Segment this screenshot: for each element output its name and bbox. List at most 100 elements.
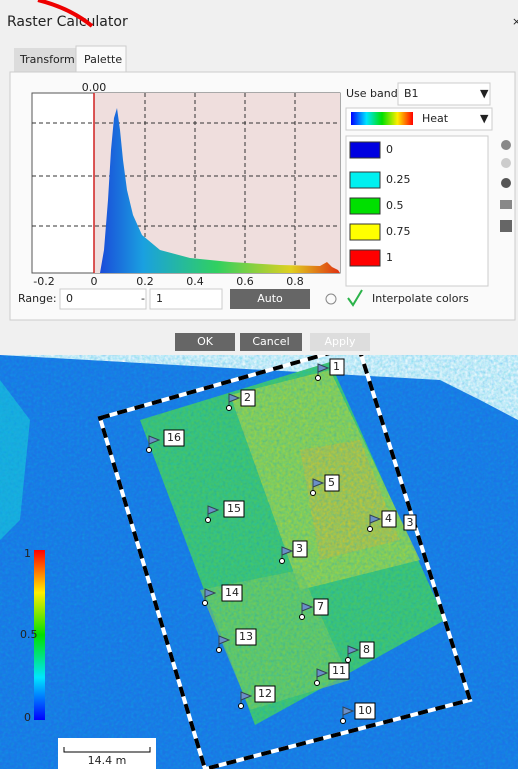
marker-point — [299, 614, 305, 620]
marker-flag — [347, 645, 360, 660]
marker-label: 2 — [244, 391, 251, 404]
label-box — [403, 514, 417, 531]
range-max[interactable] — [149, 288, 223, 310]
save[interactable] — [500, 220, 512, 232]
histogram — [100, 108, 340, 273]
tab-active[interactable] — [75, 45, 127, 73]
band-select[interactable] — [397, 82, 491, 106]
legend-ramp — [34, 550, 45, 720]
apply-button[interactable] — [310, 333, 370, 351]
marker-point — [345, 657, 351, 663]
palette-value[interactable]: 0.75 — [386, 225, 411, 238]
marker-label: 14 — [225, 586, 239, 599]
x-tick-label: 0.2 — [136, 275, 154, 288]
ok-button[interactable] — [175, 333, 235, 351]
boundary — [97, 342, 473, 772]
marker-point — [202, 600, 208, 606]
ok-label[interactable]: OK — [197, 335, 214, 348]
band-label: Use band: — [346, 87, 401, 100]
cancel-button[interactable] — [240, 333, 302, 351]
range-separator: - — [141, 292, 145, 305]
auto-label[interactable]: Auto — [257, 292, 283, 305]
range-min[interactable] — [59, 288, 147, 310]
scale-box — [58, 738, 156, 769]
marker-point — [226, 405, 232, 411]
legend-label: 0 — [24, 711, 31, 724]
marker-label: 15 — [227, 502, 241, 515]
band-value[interactable]: B1 — [404, 87, 419, 100]
ramp-swatch — [351, 112, 413, 125]
marker-box — [163, 429, 185, 447]
palette-swatch[interactable] — [349, 171, 381, 189]
palette-swatch[interactable] — [349, 141, 381, 159]
cancel-label[interactable]: Cancel — [252, 335, 289, 348]
marker-flag — [218, 635, 231, 650]
x-tick-label: 0 — [91, 275, 98, 288]
refresh[interactable] — [325, 293, 337, 305]
scale-label: 14.4 m — [88, 754, 127, 767]
marker-box — [313, 598, 329, 616]
dropdown-arrow[interactable]: ▼ — [480, 87, 489, 100]
x-tick-label: 0.8 — [286, 275, 304, 288]
checkbox[interactable] — [347, 289, 363, 307]
marker-label: 5 — [328, 476, 335, 489]
legend-label: 0.5 — [20, 628, 38, 641]
marker-flag — [281, 546, 294, 561]
palette-swatch[interactable] — [349, 223, 381, 241]
marker-point — [279, 558, 285, 564]
marker-box — [221, 584, 243, 602]
palette-swatch[interactable] — [349, 249, 381, 267]
dropdown-arrow[interactable]: ▼ — [480, 112, 489, 125]
auto-button[interactable] — [230, 289, 310, 309]
range-min-value[interactable]: 0 — [66, 292, 73, 305]
marker-flag — [316, 668, 329, 683]
marker-box — [240, 389, 256, 407]
marker-box — [329, 358, 345, 376]
marker-flag — [148, 435, 161, 450]
x-tick-label: -0.2 — [33, 275, 54, 288]
marker-label: 13 — [239, 630, 253, 643]
invert[interactable] — [501, 178, 511, 188]
marker-box — [235, 628, 257, 646]
add[interactable] — [501, 140, 511, 150]
marker-label: 11 — [332, 664, 346, 677]
palette-swatch[interactable] — [349, 197, 381, 215]
marker-point — [146, 447, 152, 453]
tab[interactable] — [14, 48, 76, 72]
marker-box — [354, 702, 376, 720]
palette-value[interactable]: 0 — [386, 143, 393, 156]
marker-box — [223, 500, 245, 518]
palette-value[interactable]: 0.25 — [386, 173, 411, 186]
palette-value[interactable]: 0.5 — [386, 199, 404, 212]
apply-label[interactable]: Apply — [324, 335, 356, 348]
marker-flag — [301, 602, 314, 617]
map-label: 3 — [407, 516, 414, 529]
marker-point — [315, 375, 321, 381]
marker-flag — [312, 478, 325, 493]
marker-label: 0.00 — [82, 81, 107, 94]
marker-point — [367, 526, 373, 532]
close[interactable]: × — [512, 15, 518, 28]
marker-label: 10 — [358, 704, 372, 717]
marker-flag — [317, 363, 330, 378]
marker-flag — [369, 514, 382, 529]
marker-flag — [207, 505, 220, 520]
range-max-value[interactable]: 1 — [156, 292, 163, 305]
interpolate-label[interactable]: Interpolate colors — [372, 292, 469, 305]
tab-label[interactable]: Palette — [84, 53, 122, 66]
palette-value[interactable]: 1 — [386, 251, 393, 264]
scale-bar — [63, 747, 151, 753]
annotation-arrow — [37, 0, 94, 28]
marker-label: 3 — [296, 542, 303, 555]
x-tick-label: 0.6 — [236, 275, 254, 288]
marker-box — [324, 474, 340, 492]
marker-point — [314, 680, 320, 686]
marker-point — [216, 647, 222, 653]
remove[interactable] — [501, 158, 511, 168]
load[interactable] — [500, 200, 512, 209]
dialog-title: Raster Calculator — [7, 14, 128, 30]
tab-label[interactable]: Transform — [19, 53, 75, 66]
ramp-name[interactable]: Heat — [422, 112, 449, 125]
